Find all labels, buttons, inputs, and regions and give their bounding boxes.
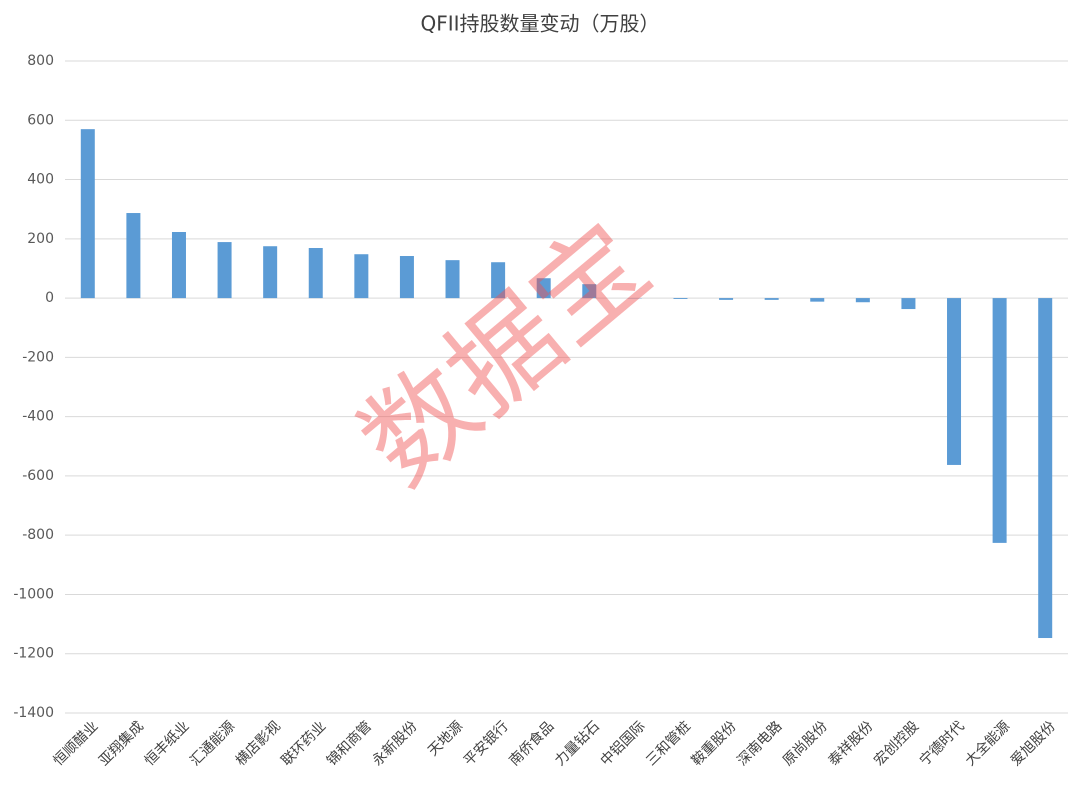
x-tick-label: 原尚股份 (780, 718, 831, 769)
x-tick-label: 亚翔集成 (95, 718, 147, 770)
bar (719, 298, 734, 300)
y-tick-label: -800 (22, 527, 54, 543)
y-tick-label: -400 (22, 409, 54, 425)
bar (308, 248, 323, 299)
y-tick-label: 600 (27, 112, 54, 128)
x-tick-label: 泰祥股份 (826, 718, 877, 769)
x-tick-label: 深南电路 (734, 718, 785, 769)
y-tick-label: 400 (27, 172, 54, 188)
bar (171, 232, 186, 299)
bar (445, 260, 460, 299)
bar (354, 254, 369, 299)
bar (263, 246, 278, 299)
y-tick-label: 800 (27, 53, 54, 69)
x-tick-label: 三和管桩 (643, 718, 695, 770)
x-tick-label: 天地源 (425, 718, 466, 759)
x-tick-label: 恒丰纸业 (142, 718, 193, 769)
y-tick-label: -1000 (13, 586, 54, 602)
bar (1038, 298, 1053, 639)
y-tick-label: 0 (45, 290, 54, 306)
bar (399, 256, 414, 299)
bar (855, 298, 870, 303)
x-tick-label: 锦和商管 (323, 718, 375, 770)
x-tick-label: 联环药业 (278, 718, 329, 769)
bar (901, 298, 916, 310)
y-tick-label: -600 (22, 468, 54, 484)
y-tick-label: -1400 (13, 705, 54, 721)
x-tick-label: 横店影视 (233, 718, 284, 769)
bar (217, 242, 232, 299)
bar (992, 298, 1007, 543)
bar (536, 278, 551, 299)
x-tick-label: 永新股份 (370, 718, 421, 769)
x-tick-label: 中铝国际 (598, 718, 649, 769)
bar (947, 298, 962, 465)
bar (582, 284, 597, 299)
bar (126, 213, 141, 299)
x-tick-label: 大全能源 (962, 718, 1014, 770)
x-tick-label: 爱旭股份 (1008, 718, 1059, 769)
bar (764, 298, 779, 300)
x-tick-label: 宁德时代 (916, 718, 968, 770)
x-tick-label: 南侨食品 (506, 718, 558, 770)
y-tick-label: 200 (27, 231, 54, 247)
y-tick-label: -1200 (13, 646, 54, 662)
bar (673, 298, 688, 299)
x-tick-label: 宏创控股 (871, 718, 922, 769)
bar (80, 129, 95, 299)
x-tick-label: 平安银行 (461, 718, 512, 769)
x-tick-label: 力量钻石 (552, 718, 603, 769)
x-tick-label: 恒顺醋业 (51, 718, 102, 769)
x-tick-label: 汇通能源 (187, 718, 238, 769)
bar (810, 298, 825, 302)
x-tick-label: 鞍重股份 (689, 718, 740, 769)
chart-title: QFII持股数量变动（万股） (420, 12, 659, 36)
bar (491, 262, 506, 299)
y-tick-label: -200 (22, 349, 54, 365)
watermark: 数据宝 (337, 199, 672, 509)
